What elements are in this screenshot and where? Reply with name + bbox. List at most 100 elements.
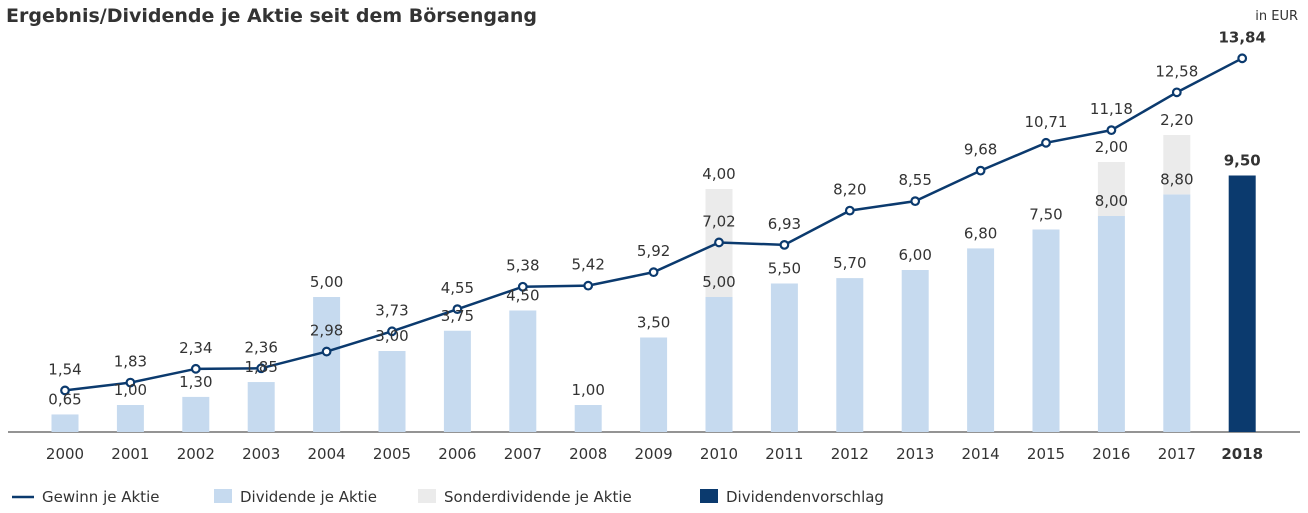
value-label: 3,00	[375, 327, 408, 345]
line-point	[714, 237, 724, 248]
line-point	[779, 239, 790, 250]
legend-label: Gewinn je Aktie	[42, 488, 159, 506]
value-label: 2,36	[244, 338, 277, 356]
value-label: 4,00	[702, 165, 735, 183]
bar	[1228, 175, 1256, 432]
legend-swatch	[214, 489, 232, 503]
line-point	[452, 304, 463, 315]
value-label: 1,85	[244, 358, 277, 376]
value-label: 0,65	[48, 390, 81, 408]
value-label: 8,80	[1160, 170, 1193, 188]
value-label: 2,34	[179, 339, 212, 357]
value-label: 6,00	[898, 246, 931, 264]
x-tick-label: 2004	[308, 445, 346, 463]
line-point	[1171, 87, 1182, 98]
bar	[640, 337, 668, 432]
legend-label: Dividende je Aktie	[240, 488, 377, 506]
bar	[443, 330, 471, 432]
value-label: 8,00	[1095, 192, 1128, 210]
line-point	[60, 385, 70, 396]
line-point	[844, 205, 855, 216]
value-label: 6,93	[768, 215, 801, 233]
chart-title: Ergebnis/Dividende je Aktie seit dem Bör…	[6, 5, 537, 27]
value-label: 8,55	[898, 171, 931, 189]
stacked-bar	[1097, 162, 1125, 216]
x-tick-label: 2014	[962, 445, 1000, 463]
value-label: 5,00	[702, 273, 735, 291]
value-label: 4,50	[506, 287, 539, 305]
line-point	[1106, 125, 1117, 136]
unit-note: in EUR	[1255, 9, 1298, 24]
value-label: 2,98	[310, 322, 343, 340]
bar	[116, 405, 144, 432]
x-tick-label: 2003	[242, 445, 280, 463]
bar	[770, 283, 798, 432]
bar	[1032, 229, 1060, 432]
bar	[51, 414, 79, 432]
x-tick-label: 2006	[438, 445, 476, 463]
value-label: 1,00	[571, 381, 604, 399]
bar	[1097, 216, 1125, 432]
x-tick-label: 2000	[46, 445, 84, 463]
value-label: 11,18	[1090, 100, 1133, 118]
x-tick-label: 2011	[765, 445, 803, 463]
stacked-bar	[1163, 135, 1191, 195]
bar	[313, 297, 341, 432]
x-tick-label: 2002	[177, 445, 215, 463]
x-tick-label: 2010	[700, 445, 738, 463]
x-tick-label: 2015	[1027, 445, 1065, 463]
legend-label: Dividendenvorschlag	[726, 488, 884, 506]
line-point	[190, 363, 201, 374]
bar	[1163, 194, 1191, 432]
line-point	[387, 326, 397, 337]
value-label: 1,00	[114, 381, 147, 399]
bar	[574, 405, 602, 432]
line-point	[1237, 53, 1248, 64]
value-label: 5,92	[637, 242, 670, 260]
x-tick-label: 2001	[111, 445, 149, 463]
line-point	[583, 280, 594, 291]
value-label: 5,38	[506, 257, 539, 275]
value-label: 10,71	[1025, 113, 1068, 131]
legend-label: Sonderdividende je Aktie	[444, 488, 632, 506]
x-tick-label: 2005	[373, 445, 411, 463]
value-label: 1,54	[48, 360, 81, 378]
line-point	[1041, 137, 1051, 148]
bar	[378, 351, 406, 432]
line-point	[517, 281, 528, 292]
value-label: 3,75	[441, 307, 474, 325]
legend-swatch	[418, 489, 436, 503]
value-label: 9,68	[964, 141, 997, 159]
value-label: 5,50	[768, 260, 801, 278]
value-label: 6,80	[964, 224, 997, 242]
value-label: 5,00	[310, 273, 343, 291]
value-label: 2,00	[1095, 138, 1128, 156]
value-label: 5,42	[571, 256, 604, 274]
value-label: 7,50	[1029, 206, 1062, 224]
x-tick-label: 2007	[504, 445, 542, 463]
x-tick-label: 2018	[1221, 445, 1263, 463]
line-point	[975, 165, 986, 176]
value-label: 7,02	[702, 212, 735, 230]
x-tick-label: 2008	[569, 445, 607, 463]
bar	[967, 248, 995, 432]
bar	[901, 270, 929, 432]
x-tick-label: 2012	[831, 445, 869, 463]
value-label: 3,73	[375, 301, 408, 319]
bar	[705, 297, 733, 432]
value-label: 1,30	[179, 373, 212, 391]
value-label: 2,20	[1160, 111, 1193, 129]
line-point	[125, 377, 136, 388]
bar	[182, 396, 210, 432]
x-tick-label: 2016	[1092, 445, 1130, 463]
value-label: 5,70	[833, 254, 866, 272]
x-tick-label: 2013	[896, 445, 934, 463]
value-label: 12,58	[1155, 62, 1198, 80]
value-label: 13,84	[1218, 28, 1265, 46]
value-label: 4,55	[441, 279, 474, 297]
value-label: 8,20	[833, 181, 866, 199]
legend-swatch	[700, 489, 718, 503]
value-label: 1,83	[114, 353, 147, 371]
bar	[836, 278, 864, 432]
